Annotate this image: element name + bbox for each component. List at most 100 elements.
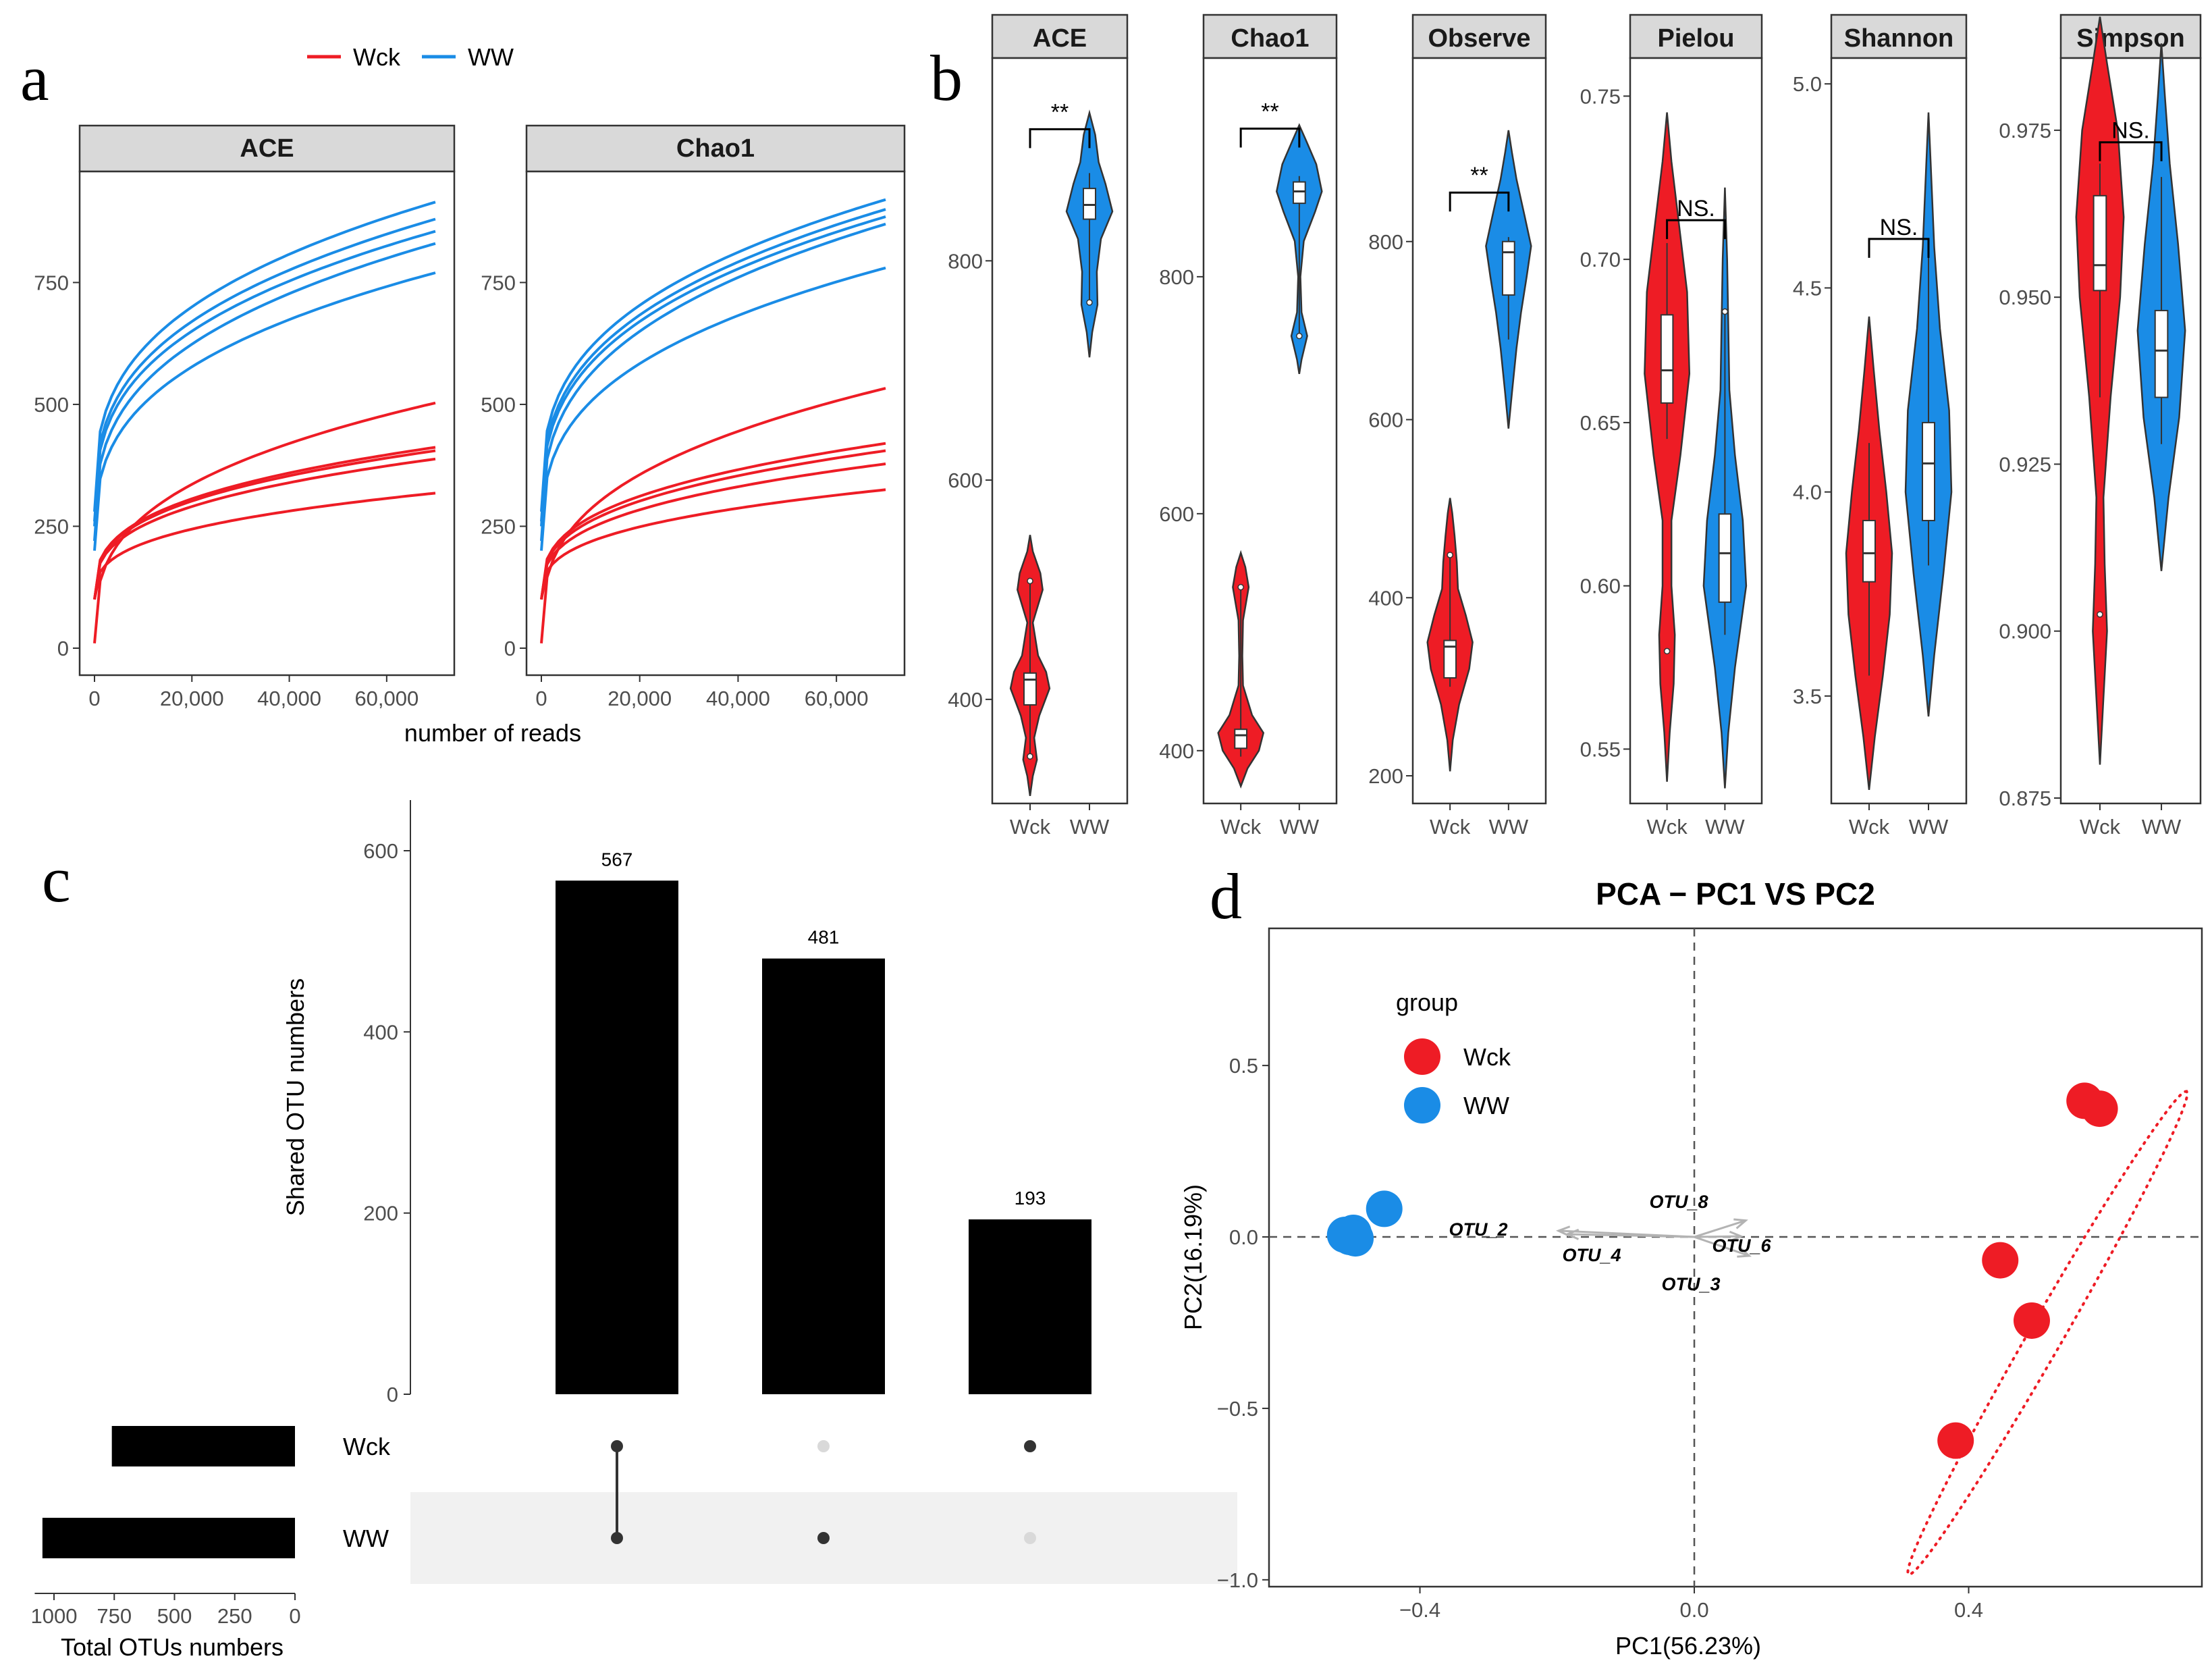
facet-strip xyxy=(78,124,456,173)
x-tick-label: 0.4 xyxy=(1954,1598,1983,1622)
curve-wck-2 xyxy=(540,442,886,600)
outlier-point xyxy=(1027,753,1033,760)
facet-simpson: Simpson 0.875 0.900 0.925 0.950 0.975 Wck WW NS. xyxy=(1999,14,2202,839)
plot-area xyxy=(1268,927,2203,1588)
bar-value-label: 567 xyxy=(601,849,633,870)
significance-bracket xyxy=(1449,191,1510,212)
y-tick-label: 0.900 xyxy=(1999,620,2051,643)
curve-ww-2 xyxy=(540,208,886,522)
y-tick-label: 0 xyxy=(387,1383,398,1406)
box-iqr xyxy=(1660,314,1674,404)
legend: Wck WW xyxy=(307,43,514,71)
matrix-dot xyxy=(1024,1532,1036,1544)
x-tick-label: WW xyxy=(1280,815,1320,839)
outlier-point xyxy=(1237,583,1244,591)
x-tick-label: WW xyxy=(1909,815,1949,839)
y-tick-label: 0 xyxy=(57,637,69,660)
facet-strip xyxy=(525,124,906,173)
x-tick-label: Wck xyxy=(1646,815,1688,839)
x-tick-label: 60,000 xyxy=(354,687,419,710)
violin-panel: ACE 400 600 800 Wck WW ** Chao1 400 600 800 Wck WW **… xyxy=(948,14,2202,839)
y-tick-label: 750 xyxy=(34,271,69,294)
y-tick-label: 0.60 xyxy=(1580,575,1621,598)
bar-intersection-1 xyxy=(556,880,678,1394)
chart-title: PCA − PC1 VS PC2 xyxy=(1596,876,1875,911)
outlier-point xyxy=(1447,552,1453,558)
y-tick-label: 0.55 xyxy=(1580,737,1621,761)
curve-ww-5 xyxy=(540,266,886,551)
x-tick-label: Wck xyxy=(1220,815,1262,839)
y-tick-label: −1.0 xyxy=(1217,1568,1258,1592)
x-axis-title: number of reads xyxy=(404,719,581,747)
curve-wck-4 xyxy=(540,462,886,600)
loading-arrow-otu_6 xyxy=(1694,1235,1742,1238)
y-tick-label: 0.65 xyxy=(1580,411,1621,435)
significance-label: NS. xyxy=(2111,118,2150,144)
y-tick-label: 500 xyxy=(481,393,516,417)
set-size-tick-label: 500 xyxy=(157,1604,192,1628)
y-tick-label: 0.5 xyxy=(1229,1054,1258,1078)
significance-label: ** xyxy=(1051,99,1069,125)
plot-area xyxy=(78,170,456,677)
legend-key-wck xyxy=(1404,1038,1440,1075)
legend-key-ww xyxy=(1404,1087,1440,1123)
box-iqr xyxy=(1292,181,1306,205)
x-tick-label: 0.0 xyxy=(1679,1598,1708,1622)
y-tick-label: 200 xyxy=(1368,764,1403,788)
matrix-dot xyxy=(1024,1440,1036,1452)
loading-label-otu_8: OTU_8 xyxy=(1649,1192,1708,1212)
loading-label-otu_6: OTU_6 xyxy=(1712,1236,1771,1256)
facet-strip xyxy=(1629,14,1763,59)
panel-label-d: d xyxy=(1210,860,1242,932)
loading-label-otu_3: OTU_3 xyxy=(1661,1274,1720,1294)
y-tick-label: 500 xyxy=(34,393,69,417)
plot-area xyxy=(1629,57,1763,805)
y-tick-label: 0.925 xyxy=(1999,452,2051,476)
significance-bracket xyxy=(1029,128,1091,149)
outlier-point xyxy=(2097,611,2103,618)
upset-panel: 0 200 400 600 Shared OTU numbers 567 481 193 Wck… xyxy=(31,800,1237,1661)
set-size-axis-title: Total OTUs numbers xyxy=(61,1633,284,1661)
panel-label-b: b xyxy=(930,42,963,114)
set-size-tick-label: 0 xyxy=(289,1604,300,1628)
facet-shannon: Shannon 3.5 4.0 4.5 5.0 Wck WW NS. xyxy=(1793,14,1968,839)
x-tick-label: 20,000 xyxy=(160,687,224,710)
box-iqr xyxy=(1718,513,1732,603)
x-tick-label: WW xyxy=(1070,815,1110,839)
loading-arrow-otu_8 xyxy=(1694,1219,1746,1238)
box-iqr xyxy=(1922,421,1935,521)
outlier-point xyxy=(1663,647,1671,655)
loading-label-otu_4: OTU_4 xyxy=(1562,1245,1621,1265)
curve-ww-3 xyxy=(540,215,886,527)
significance-bracket xyxy=(2099,141,2163,161)
y-tick-label: 4.5 xyxy=(1793,276,1822,300)
y-tick-label: 0 xyxy=(504,637,516,660)
y-axis-title: PC2(16.19%) xyxy=(1179,1184,1207,1330)
point-wck-2 xyxy=(2081,1090,2118,1128)
y-tick-label: 600 xyxy=(948,469,983,492)
box-iqr xyxy=(2093,194,2107,292)
x-tick-label: 0 xyxy=(88,687,100,710)
legend-label-ww: WW xyxy=(1463,1092,1509,1119)
bar-intersection-3 xyxy=(969,1219,1091,1394)
y-tick-label: 800 xyxy=(948,249,983,273)
legend-title: group xyxy=(1396,988,1458,1016)
significance-label: NS. xyxy=(1677,196,1715,221)
box-iqr xyxy=(1443,639,1457,679)
confidence-ellipse-wck xyxy=(1906,1090,2189,1577)
set-label-wck: Wck xyxy=(343,1433,391,1460)
facet-strip-label: ACE xyxy=(240,134,294,163)
point-wck-5 xyxy=(1937,1422,1974,1459)
x-tick-label: WW xyxy=(1705,815,1745,839)
y-tick-label: 3.5 xyxy=(1793,685,1822,708)
curve-ww-3 xyxy=(93,230,436,527)
facet-strip-label: ACE xyxy=(1033,24,1087,53)
y-tick-label: 200 xyxy=(363,1202,398,1225)
facet-observe: Observe 200 400 600 800 Wck WW ** xyxy=(1368,14,1547,839)
significance-label: NS. xyxy=(1880,215,1918,240)
y-tick-label: 5.0 xyxy=(1793,72,1822,96)
set-size-tick-label: 1000 xyxy=(31,1604,78,1628)
curve-wck-3 xyxy=(93,449,436,600)
matrix-dot xyxy=(817,1532,830,1544)
matrix-dot xyxy=(817,1440,830,1452)
